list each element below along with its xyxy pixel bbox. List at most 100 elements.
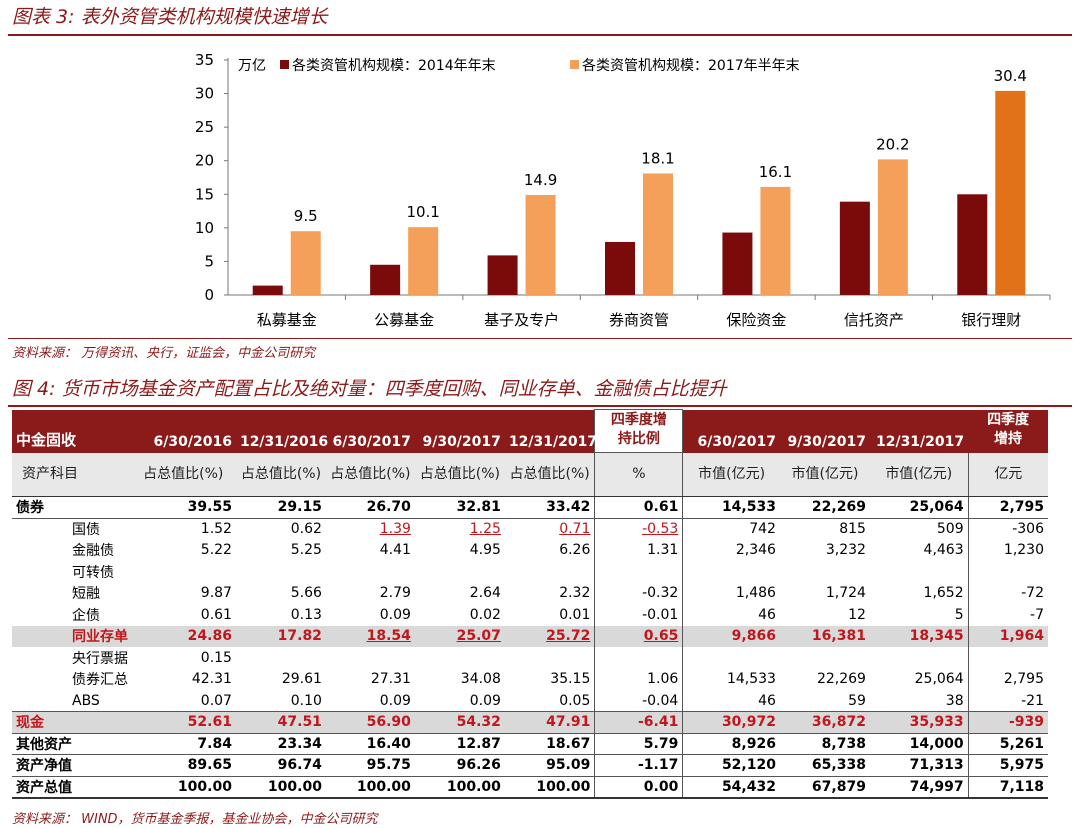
table-row: 其他资产 7.84 23.34 16.40 12.87 18.67 5.79 8,926 8,7… xyxy=(12,733,1048,755)
table-cell: 47.91 xyxy=(504,711,595,734)
x-tick-label: 券商资管 xyxy=(609,311,669,329)
table-cell: 0.09 xyxy=(379,606,411,623)
table-cell: 95.75 xyxy=(325,754,415,777)
table-cell: 0.62 xyxy=(290,521,322,537)
table-cell: 2,795 xyxy=(967,496,1048,519)
table-cell xyxy=(683,561,780,583)
table-cell: 36,872 xyxy=(779,711,870,734)
legend-swatch xyxy=(570,60,579,69)
bar-chart: 0 5 10 15 20 25 30 35 万亿 各类资管机构规模：2014年年末 各类资管机构规模… xyxy=(195,51,1051,329)
table-cell: 5.66 xyxy=(290,585,322,602)
table-row: 债券汇总 42.31 29.61 27.31 34.08 35.15 1.06 14,533 2… xyxy=(12,668,1048,690)
row-label: 资产净值 xyxy=(12,754,131,777)
row-label: 债券汇总 xyxy=(72,672,128,689)
table-cell: 9.87 xyxy=(200,585,232,602)
table-cell: 27.31 xyxy=(370,671,411,688)
table-cell: 34.08 xyxy=(460,671,501,688)
figure3-title-rule xyxy=(8,34,1072,36)
row-label: ABS xyxy=(12,690,131,712)
bar-2017h1 xyxy=(877,159,908,295)
row-label: 企债 xyxy=(72,607,100,624)
table-row: 金融债 5.22 5.25 4.41 4.95 6.26 1.31 2,346 3,232 4,4… xyxy=(12,539,1048,561)
bar-2017h1 xyxy=(995,90,1026,295)
data-label: 30.4 xyxy=(994,67,1027,85)
row-label: 资产总值 xyxy=(12,776,131,799)
table-cell: 100.00 xyxy=(325,776,415,799)
table-cell xyxy=(131,561,236,583)
table-cell: 1.39 xyxy=(379,521,411,537)
table-cell: 1,230 xyxy=(967,539,1048,561)
data-label: 20.2 xyxy=(876,135,909,153)
table-cell xyxy=(415,647,505,669)
subheader-cell: 亿元 xyxy=(967,452,1048,497)
subheader-cell: 占总值比(%) xyxy=(235,452,326,497)
table-cell: 32.81 xyxy=(414,496,505,519)
table-cell: 3,232 xyxy=(825,542,866,559)
table-cell: 0.02 xyxy=(469,606,501,623)
table-cell: 7.84 xyxy=(130,733,236,755)
table-row: 资产总值 100.00 100.00 100.00 100.00 100.00 0.00 54… xyxy=(12,776,1048,799)
table-row: 企债 0.61 0.13 0.09 0.02 0.01 -0.01 46 12 5 -7 xyxy=(12,604,1048,626)
bar-2017h1 xyxy=(525,194,556,295)
row-label: 金融债 xyxy=(72,543,114,560)
table-cell: 14,533 xyxy=(682,496,780,519)
header-cell: 12/31/2017 xyxy=(869,409,969,453)
table-cell: -72 xyxy=(967,582,1048,604)
bar-2017h1 xyxy=(643,173,673,295)
y-tick-label: 10 xyxy=(195,219,214,237)
header-cell: 四季度 增持 xyxy=(968,409,1048,453)
x-tick-label: 信托资产 xyxy=(844,311,904,329)
legend-swatch xyxy=(280,60,289,69)
table-cell: 1.52 xyxy=(200,521,232,537)
header-cell: 6/30/2017 xyxy=(682,409,780,453)
table-row: 可转债 xyxy=(12,561,1048,583)
table-cell: 742 xyxy=(749,521,776,537)
table-cell: 4.95 xyxy=(469,542,501,559)
table-cell: 14,000 xyxy=(869,733,969,755)
table-cell: 52,120 xyxy=(682,754,780,777)
table-cell: 0.15 xyxy=(200,649,232,666)
table-cell: -21 xyxy=(967,690,1048,712)
table-cell: 1,964 xyxy=(967,625,1048,647)
table-cell: 46 xyxy=(758,606,776,623)
subheader-cell: 市值(亿元) xyxy=(682,452,780,497)
table-cell: 100.00 xyxy=(504,776,595,799)
row-label: 现金 xyxy=(12,711,131,734)
subheader-cell: 占总值比(%) xyxy=(504,452,595,497)
table-cell: 100.00 xyxy=(414,776,505,799)
y-tick-label: 0 xyxy=(204,286,214,304)
table-cell: 1.31 xyxy=(594,539,684,561)
asset-allocation-table: 中金固收 6/30/2016 12/31/2016 6/30/2017 9/30/201… xyxy=(12,409,1048,799)
table-cell: 30,972 xyxy=(682,711,780,734)
table-cell: 5,261 xyxy=(967,733,1048,755)
table-cell xyxy=(236,647,326,669)
table-cell: 100.00 xyxy=(235,776,326,799)
data-label: 16.1 xyxy=(759,163,792,181)
table-cell xyxy=(505,561,595,583)
table-cell: 509 xyxy=(936,521,964,537)
subheader-cell: 占总值比(%) xyxy=(414,452,505,497)
table-cell: -0.04 xyxy=(594,690,684,712)
bar-2014 xyxy=(605,241,635,295)
x-tick-label: 基子及专户 xyxy=(484,311,559,329)
table-cell: 96.74 xyxy=(235,754,326,777)
table-cell xyxy=(415,561,505,583)
table-cell: 25,064 xyxy=(869,496,969,519)
table-cell: 59 xyxy=(779,690,870,712)
table-cell: 815 xyxy=(839,521,866,537)
table-cell: 4.41 xyxy=(379,542,411,559)
table-cell: 74,997 xyxy=(869,776,969,799)
table-cell: 29.15 xyxy=(235,496,326,519)
data-label: 9.5 xyxy=(294,207,318,225)
y-tick-label: 20 xyxy=(195,152,214,170)
x-tick-label: 公募基金 xyxy=(374,311,434,329)
table-cell: 35,933 xyxy=(869,711,969,734)
table-cell: 52.61 xyxy=(130,711,236,734)
table-cell: 1,652 xyxy=(923,585,964,602)
table-cell: 18,345 xyxy=(869,625,969,647)
table-cell: 16.40 xyxy=(325,733,415,755)
table-cell: 39.55 xyxy=(130,496,236,519)
row-label: 可转债 xyxy=(72,564,114,581)
bar-2014 xyxy=(487,255,518,295)
table-cell: 2.64 xyxy=(469,585,501,602)
